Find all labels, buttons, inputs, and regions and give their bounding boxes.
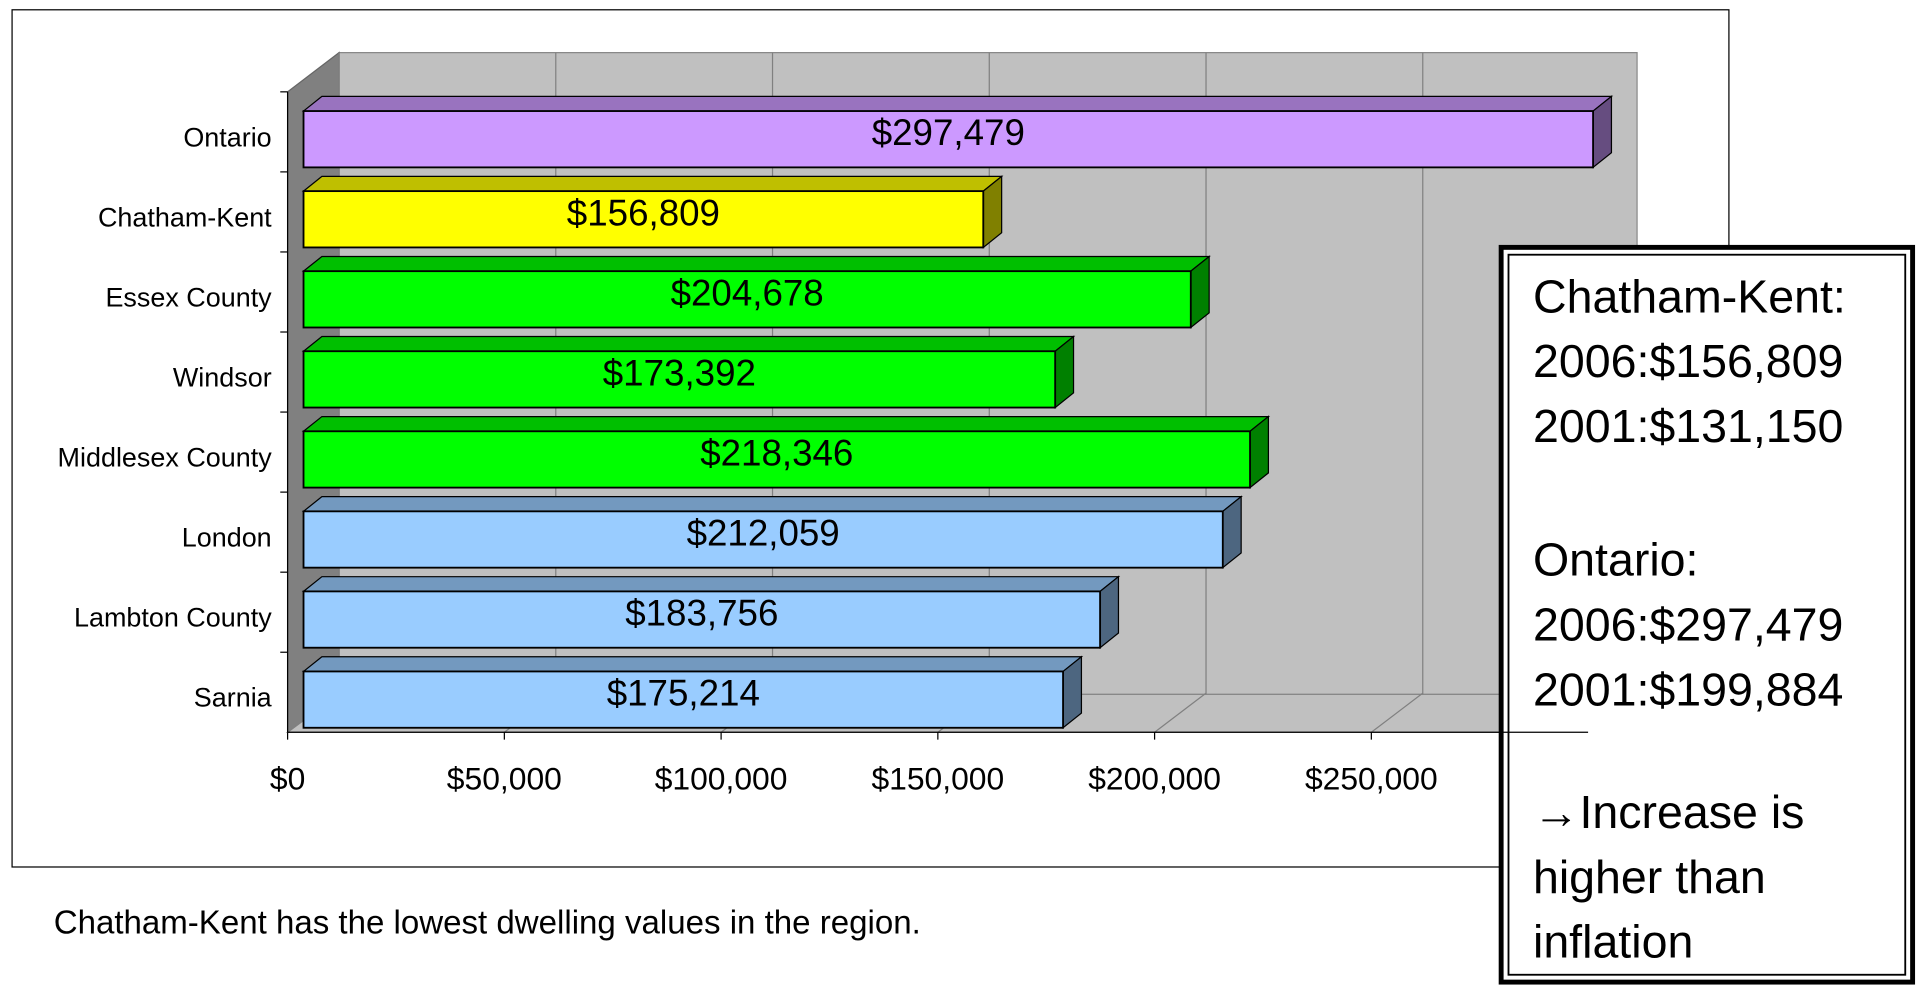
x-tick-label: $50,000 [447, 761, 562, 797]
y-tick-label: Essex County [105, 282, 272, 312]
annotation-line: Ontario: [1533, 534, 1698, 586]
y-tick-label: Ontario [183, 122, 271, 152]
bar-top [301, 175, 1004, 192]
bar [302, 430, 1251, 489]
value-label: $204,678 [671, 272, 824, 313]
y-tick-label: Windsor [173, 362, 272, 392]
value-label: $175,214 [607, 673, 760, 714]
bar [302, 510, 1224, 569]
bar [302, 590, 1102, 649]
y-tick-label: Lambton County [74, 603, 272, 633]
bar-top [301, 95, 1614, 112]
x-tick-label: $250,000 [1305, 761, 1438, 797]
value-label: $218,346 [700, 432, 853, 473]
bar-top [301, 255, 1211, 272]
bar [302, 270, 1192, 329]
value-label: $212,059 [687, 513, 840, 554]
annotation-line: →Increase is [1533, 786, 1804, 838]
value-label: $297,479 [872, 112, 1025, 153]
annotation-line: 2001:$131,150 [1533, 400, 1843, 452]
footnote: Chatham-Kent has the lowest dwelling val… [54, 904, 921, 941]
floor-grid-line [1370, 692, 1424, 733]
bar [302, 110, 1594, 169]
bar-top [301, 656, 1084, 673]
x-tick-label: $200,000 [1088, 761, 1221, 797]
annotation-line: Chatham-Kent: [1533, 270, 1846, 322]
bar [302, 350, 1057, 409]
annotation-line: 2006:$156,809 [1533, 335, 1843, 387]
bar [302, 670, 1064, 729]
x-tick-label: $0 [270, 761, 305, 797]
bar-top [301, 576, 1121, 593]
value-label: $173,392 [603, 352, 756, 393]
x-tick-label: $100,000 [655, 761, 788, 797]
annotation-line: 2006:$297,479 [1533, 598, 1843, 650]
annotation-box [1498, 244, 1916, 985]
annotation-line: inflation [1533, 916, 1693, 968]
annotation-line: higher than [1533, 851, 1766, 903]
x-tick-label: $150,000 [871, 761, 1004, 797]
y-tick-label: London [182, 523, 272, 553]
annotation-box-inner [1507, 253, 1907, 976]
floor-grid-line [1154, 692, 1207, 733]
value-label: $183,756 [625, 593, 778, 634]
bar-top [301, 415, 1271, 432]
bar-top [301, 335, 1076, 352]
y-tick-label: Middlesex County [58, 443, 273, 473]
bar [302, 190, 985, 249]
annotation-line: 2001:$199,884 [1533, 663, 1843, 715]
y-tick-label: Sarnia [194, 683, 272, 713]
y-tick-label: Chatham-Kent [98, 202, 272, 232]
bar-top [301, 496, 1243, 512]
value-label: $156,809 [567, 192, 720, 233]
